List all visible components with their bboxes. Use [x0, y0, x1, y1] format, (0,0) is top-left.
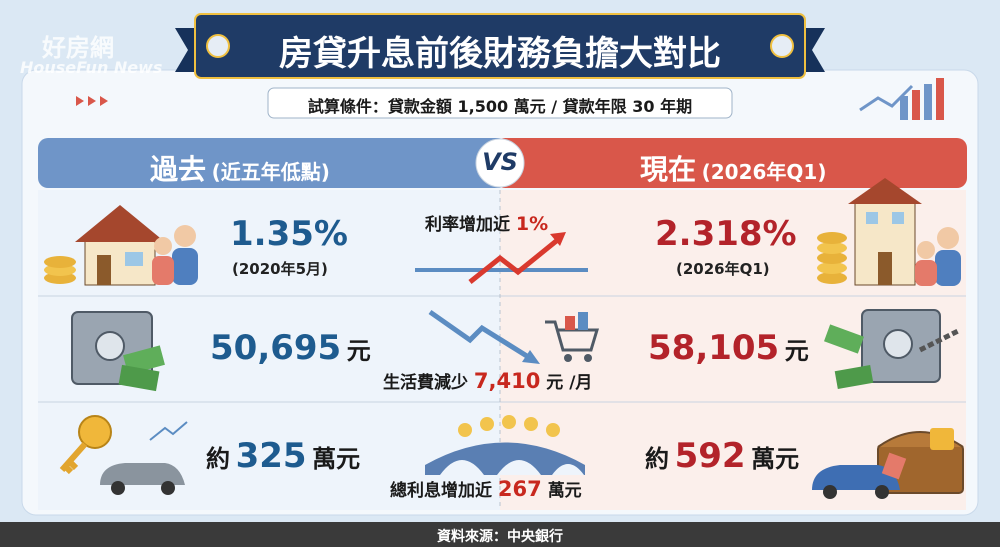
- value: 7,410: [473, 369, 541, 393]
- footer-bar: [0, 522, 1000, 547]
- bar-icon: [912, 90, 920, 120]
- bar-icon: [900, 96, 908, 120]
- arrow-head: [550, 232, 566, 246]
- rate-change: 利率增加近 1%: [425, 210, 548, 235]
- label: 利率增加近: [425, 215, 510, 235]
- bar-icon: [924, 84, 932, 120]
- fall-arrow: [428, 309, 532, 361]
- title-banner: [194, 13, 806, 79]
- house-icon-now: [817, 178, 961, 286]
- interest-change: 總利息增加近 267 萬元: [390, 476, 582, 501]
- past-date: (2020年5月): [232, 260, 328, 278]
- cart-icon: [545, 312, 600, 362]
- past-rate: 1.35%: [230, 214, 348, 254]
- now-date: (2026年Q1): [676, 260, 770, 278]
- label: 生活費減少: [383, 373, 468, 393]
- value: 267: [497, 477, 542, 501]
- label: 現在: [640, 153, 697, 186]
- watermark-brand: HouseFun News: [20, 58, 163, 77]
- conditions-box: [267, 87, 733, 119]
- house-icon: [44, 205, 198, 286]
- compass: [206, 34, 230, 58]
- bridge-icon: [425, 415, 585, 475]
- label: 過去: [150, 153, 207, 186]
- value: 50,695: [210, 328, 342, 368]
- now-header: [495, 138, 967, 188]
- past-header-text: 過去 (近五年低點): [150, 148, 330, 188]
- title: 房貸升息前後財務負擔大對比: [279, 34, 721, 74]
- arrows: [76, 96, 108, 106]
- prefix: 約: [645, 445, 669, 473]
- past-header: [38, 138, 508, 188]
- label: 總利息增加近: [390, 481, 492, 501]
- vs: VS: [482, 148, 518, 176]
- rise-arrow: [468, 236, 562, 284]
- now-living: 58,105 元: [648, 328, 809, 368]
- unit: 元: [346, 337, 371, 365]
- value: 592: [674, 436, 746, 476]
- now-rate: 2.318%: [655, 214, 797, 254]
- safe-icon-now: [824, 309, 962, 389]
- compass: [770, 34, 794, 58]
- past-living: 50,695 元: [210, 328, 371, 368]
- unit: 元: [784, 337, 809, 365]
- safe-icon: [71, 311, 165, 392]
- chest-car-icon: [812, 428, 964, 499]
- unit: 元 /月: [546, 373, 593, 393]
- note: (2026年Q1): [701, 160, 827, 184]
- vs-badge: [475, 138, 525, 188]
- value: 58,105: [648, 328, 780, 368]
- prefix: 約: [206, 445, 230, 473]
- unit: 萬元: [312, 445, 361, 473]
- unit: 萬元: [547, 481, 582, 501]
- source: 資料來源：中央銀行: [437, 529, 563, 545]
- conditions: 試算條件：貸款金額 1,500 萬元 / 貸款年限 30 年期: [307, 97, 693, 116]
- watermark: 好房網: [42, 34, 114, 62]
- now-header-text: 現在 (2026年Q1): [640, 148, 826, 188]
- bar-icon: [936, 78, 944, 120]
- unit: 萬元: [751, 445, 800, 473]
- ribbon-end: [800, 28, 825, 72]
- ribbon-end: [175, 28, 200, 72]
- note: (近五年低點): [211, 160, 330, 184]
- value: 1%: [515, 213, 549, 235]
- arrow-head: [522, 350, 540, 364]
- past-interest: 約 325 萬元: [206, 436, 360, 476]
- value: 325: [235, 436, 307, 476]
- now-interest: 約 592 萬元: [645, 436, 799, 476]
- key-car-icon: [59, 415, 188, 495]
- living-change: 生活費減少 7,410 元 /月: [383, 368, 592, 393]
